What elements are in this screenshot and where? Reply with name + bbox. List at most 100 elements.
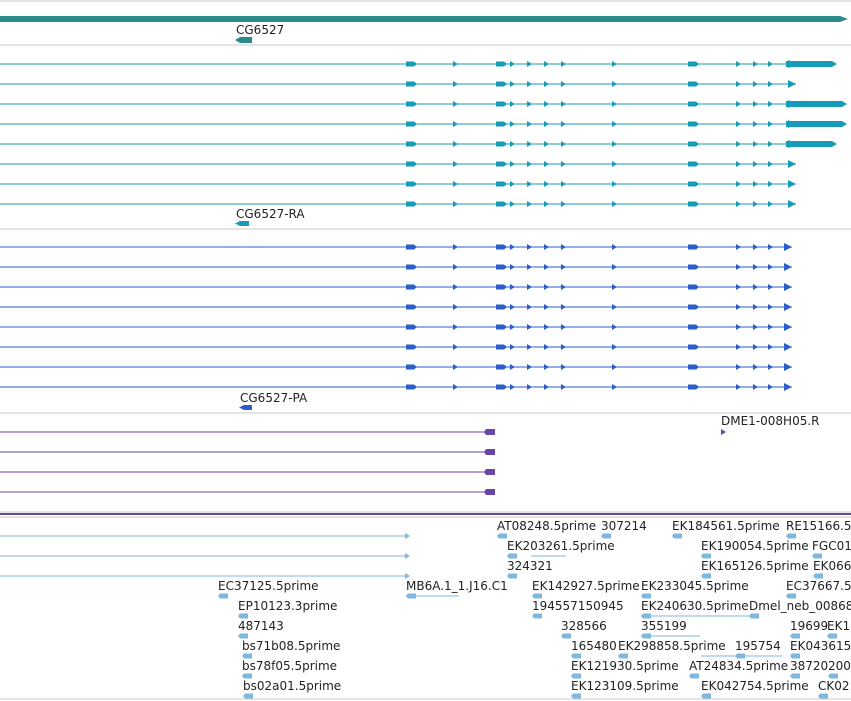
est-label[interactable]: RE15166.5 xyxy=(786,519,851,533)
exon-marker[interactable] xyxy=(753,181,758,187)
utr-block[interactable] xyxy=(786,61,832,67)
exon-marker[interactable] xyxy=(544,181,549,187)
exon-marker[interactable] xyxy=(561,324,566,330)
exon-block[interactable] xyxy=(688,324,696,330)
exon-block[interactable] xyxy=(688,364,696,370)
est-label[interactable]: EK123109.5prime xyxy=(571,679,679,693)
exon-marker[interactable] xyxy=(453,121,458,127)
exon-marker[interactable] xyxy=(527,201,532,207)
exon-marker[interactable] xyxy=(510,161,515,167)
exon-marker[interactable] xyxy=(527,344,532,350)
exon-marker[interactable] xyxy=(561,244,566,250)
exon-marker[interactable] xyxy=(453,304,458,310)
est-label[interactable]: EK233045.5prime xyxy=(641,579,749,593)
exon-marker[interactable] xyxy=(612,244,617,250)
exon-marker[interactable] xyxy=(753,201,758,207)
utr-block[interactable] xyxy=(786,141,832,147)
est-label[interactable]: 487143 xyxy=(238,619,284,633)
exon-marker[interactable] xyxy=(544,244,549,250)
exon-marker[interactable] xyxy=(736,121,741,127)
exon-marker[interactable] xyxy=(544,161,549,167)
est-glyph[interactable] xyxy=(571,673,581,679)
exon-marker[interactable] xyxy=(561,344,566,350)
est-label[interactable]: 355199 xyxy=(641,619,687,633)
exon-marker[interactable] xyxy=(753,284,758,290)
exon-marker[interactable] xyxy=(768,304,773,310)
exon-block[interactable] xyxy=(406,181,414,187)
alignment-block[interactable] xyxy=(484,489,495,495)
exon-marker[interactable] xyxy=(561,141,566,147)
est-glyph[interactable] xyxy=(571,653,581,659)
est-label[interactable]: EK142927.5prime xyxy=(532,579,640,593)
est-glyph[interactable] xyxy=(786,593,796,599)
gene-marker[interactable] xyxy=(240,37,252,43)
est-label[interactable]: CK02 xyxy=(818,679,850,693)
est-label[interactable]: EK203261.5prime xyxy=(507,539,615,553)
exon-block[interactable] xyxy=(688,61,696,67)
est-glyph[interactable] xyxy=(532,593,542,599)
est-glyph[interactable] xyxy=(818,693,828,699)
exon-marker[interactable] xyxy=(612,101,617,107)
est-glyph[interactable] xyxy=(561,633,571,639)
est-glyph[interactable] xyxy=(507,553,517,559)
exon-marker[interactable] xyxy=(753,121,758,127)
est-glyph[interactable] xyxy=(790,633,800,639)
exon-marker[interactable] xyxy=(453,364,458,370)
exon-marker[interactable] xyxy=(612,141,617,147)
exon-marker[interactable] xyxy=(561,264,566,270)
exon-marker[interactable] xyxy=(544,101,549,107)
est-glyph[interactable] xyxy=(641,593,651,599)
exon-marker[interactable] xyxy=(736,201,741,207)
exon-block[interactable] xyxy=(688,384,696,390)
exon-block[interactable] xyxy=(688,181,696,187)
est-glyph[interactable] xyxy=(701,693,711,699)
exon-marker[interactable] xyxy=(453,181,458,187)
est-glyph[interactable] xyxy=(601,533,611,539)
exon-block[interactable] xyxy=(496,244,504,250)
est-glyph[interactable] xyxy=(672,533,682,539)
exon-marker[interactable] xyxy=(753,101,758,107)
est-label[interactable]: 38720 xyxy=(790,659,828,673)
est-glyph[interactable] xyxy=(701,553,711,559)
est-glyph[interactable] xyxy=(618,653,628,659)
exon-marker[interactable] xyxy=(510,201,515,207)
exon-marker[interactable] xyxy=(768,61,773,67)
est-glyph[interactable] xyxy=(786,533,796,539)
exon-block[interactable] xyxy=(688,304,696,310)
exon-marker[interactable] xyxy=(768,201,773,207)
exon-marker[interactable] xyxy=(753,304,758,310)
exon-marker[interactable] xyxy=(510,364,515,370)
exon-marker[interactable] xyxy=(453,101,458,107)
exon-marker[interactable] xyxy=(753,264,758,270)
exon-marker[interactable] xyxy=(561,61,566,67)
exon-marker[interactable] xyxy=(510,101,515,107)
exon-marker[interactable] xyxy=(736,364,741,370)
exon-marker[interactable] xyxy=(768,284,773,290)
exon-marker[interactable] xyxy=(612,284,617,290)
exon-marker[interactable] xyxy=(527,304,532,310)
exon-marker[interactable] xyxy=(510,344,515,350)
est-label[interactable]: 194557150945 xyxy=(532,599,624,613)
exon-block[interactable] xyxy=(406,344,414,350)
exon-marker[interactable] xyxy=(527,81,532,87)
exon-marker[interactable] xyxy=(768,264,773,270)
exon-marker[interactable] xyxy=(544,201,549,207)
exon-marker[interactable] xyxy=(736,141,741,147)
est-glyph[interactable] xyxy=(701,573,711,579)
exon-marker[interactable] xyxy=(527,244,532,250)
exon-marker[interactable] xyxy=(527,101,532,107)
exon-marker[interactable] xyxy=(544,304,549,310)
exon-block[interactable] xyxy=(406,324,414,330)
exon-marker[interactable] xyxy=(561,201,566,207)
exon-marker[interactable] xyxy=(753,61,758,67)
exon-marker[interactable] xyxy=(527,61,532,67)
est-label[interactable]: EK066 xyxy=(813,559,851,573)
exon-marker[interactable] xyxy=(768,101,773,107)
utr-block[interactable] xyxy=(786,101,842,107)
est-label[interactable]: EK121930.5prime xyxy=(571,659,679,673)
est-label[interactable]: EK042754.5prime xyxy=(701,679,809,693)
exon-marker[interactable] xyxy=(510,141,515,147)
est-label[interactable]: 324321 xyxy=(507,559,553,573)
exon-block[interactable] xyxy=(496,344,504,350)
exon-marker[interactable] xyxy=(612,264,617,270)
